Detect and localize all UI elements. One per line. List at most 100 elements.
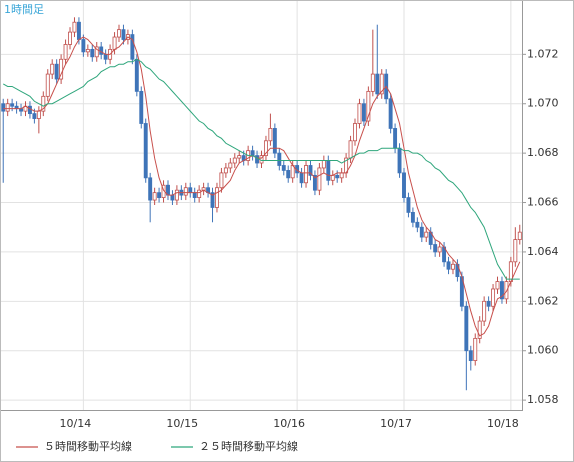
candle-body bbox=[468, 350, 473, 362]
y-tick-label: 1.068 bbox=[527, 146, 559, 159]
candle-body bbox=[232, 157, 237, 164]
candle-body bbox=[68, 31, 72, 45]
candle-body bbox=[477, 320, 482, 339]
candle-body bbox=[10, 103, 15, 107]
candle-body bbox=[437, 246, 442, 253]
candle-body bbox=[348, 140, 353, 159]
candle-body bbox=[192, 192, 197, 198]
candle-body bbox=[415, 221, 420, 228]
candle-body bbox=[393, 128, 398, 149]
ma-line bbox=[2, 58, 520, 280]
candle-body bbox=[277, 152, 282, 166]
x-tick-label: 10/14 bbox=[60, 417, 92, 430]
candle-body bbox=[170, 194, 175, 201]
candle-body bbox=[5, 103, 10, 112]
candle-body bbox=[250, 150, 255, 157]
plot-layer bbox=[1, 17, 522, 391]
candle-body bbox=[500, 281, 504, 300]
candle-body bbox=[424, 231, 429, 238]
x-tick-label: 10/17 bbox=[380, 417, 412, 430]
candle-body bbox=[134, 58, 139, 92]
candle-body bbox=[451, 263, 455, 270]
candle-body bbox=[76, 21, 81, 40]
candle-body bbox=[304, 165, 308, 184]
candle-body bbox=[148, 177, 153, 201]
candle-body bbox=[63, 44, 68, 60]
candle-body bbox=[402, 172, 406, 198]
candle-body bbox=[45, 73, 50, 97]
candle-body bbox=[513, 239, 518, 263]
candle-body bbox=[50, 63, 55, 75]
candle-body bbox=[366, 90, 371, 122]
chart-title: 1時間足 bbox=[4, 3, 44, 16]
candle-body bbox=[286, 170, 291, 179]
candle-body bbox=[263, 140, 268, 157]
candle-body bbox=[281, 165, 286, 171]
candle-body bbox=[370, 73, 375, 92]
candle-body bbox=[255, 155, 260, 164]
candle-body bbox=[188, 187, 193, 194]
candle-body bbox=[32, 113, 37, 119]
candle-body bbox=[223, 167, 228, 174]
y-tick-label: 1.064 bbox=[527, 245, 559, 258]
candle-body bbox=[268, 128, 273, 142]
candle-body bbox=[81, 39, 86, 53]
candle-body bbox=[237, 155, 242, 159]
candle-body bbox=[361, 103, 366, 122]
candle-body bbox=[410, 212, 415, 223]
candle-body bbox=[464, 305, 469, 352]
candle-body bbox=[504, 281, 509, 300]
y-tick-label: 1.072 bbox=[527, 47, 559, 60]
x-tick-label: 10/16 bbox=[273, 417, 305, 430]
candle-body bbox=[419, 226, 424, 238]
candle-body bbox=[219, 172, 224, 189]
candle-body bbox=[335, 174, 340, 179]
candle-body bbox=[143, 123, 148, 179]
candle-body bbox=[446, 261, 451, 270]
candle-body bbox=[491, 288, 496, 307]
candle-body bbox=[486, 300, 491, 307]
candle-body bbox=[85, 48, 90, 53]
candle-body bbox=[174, 189, 179, 201]
candle-body bbox=[272, 128, 277, 154]
candle-body bbox=[397, 147, 402, 174]
candle-body bbox=[299, 172, 304, 184]
candle-body bbox=[59, 58, 64, 80]
candle-body bbox=[90, 48, 95, 58]
candle-body bbox=[308, 165, 313, 176]
candle-body bbox=[41, 95, 46, 112]
legend-label: ５時間移動平均線 bbox=[44, 439, 132, 453]
candle-body bbox=[54, 63, 59, 80]
candle-body bbox=[339, 172, 344, 179]
candle-body bbox=[406, 197, 411, 213]
candle-body bbox=[473, 337, 478, 362]
candle-body bbox=[197, 189, 202, 198]
candle-body bbox=[139, 90, 144, 124]
x-tick-label: 10/15 bbox=[166, 417, 198, 430]
candle-body bbox=[36, 110, 41, 119]
candle-body bbox=[94, 46, 99, 58]
candle-body bbox=[117, 29, 121, 38]
candle-body bbox=[353, 123, 357, 142]
candle-body bbox=[326, 160, 331, 181]
candle-body bbox=[157, 192, 162, 198]
candle-body bbox=[317, 167, 322, 191]
candle-body bbox=[388, 98, 393, 129]
candle-body bbox=[130, 34, 135, 60]
candle-body bbox=[72, 21, 77, 33]
y-tick-label: 1.060 bbox=[527, 344, 559, 357]
legend-label: ２５時間移動平均線 bbox=[199, 439, 298, 453]
candle-body bbox=[152, 192, 157, 201]
y-tick-label: 1.070 bbox=[527, 97, 559, 110]
candle-body bbox=[375, 73, 380, 95]
candle-body bbox=[215, 187, 219, 208]
candle-body bbox=[228, 162, 233, 169]
y-tick-label: 1.066 bbox=[527, 196, 559, 209]
candle-body bbox=[1, 103, 6, 112]
candle-body bbox=[103, 53, 108, 60]
candle-body bbox=[495, 281, 500, 290]
candle-body bbox=[312, 174, 317, 191]
candle-body bbox=[357, 103, 362, 124]
candle-body bbox=[482, 300, 487, 322]
